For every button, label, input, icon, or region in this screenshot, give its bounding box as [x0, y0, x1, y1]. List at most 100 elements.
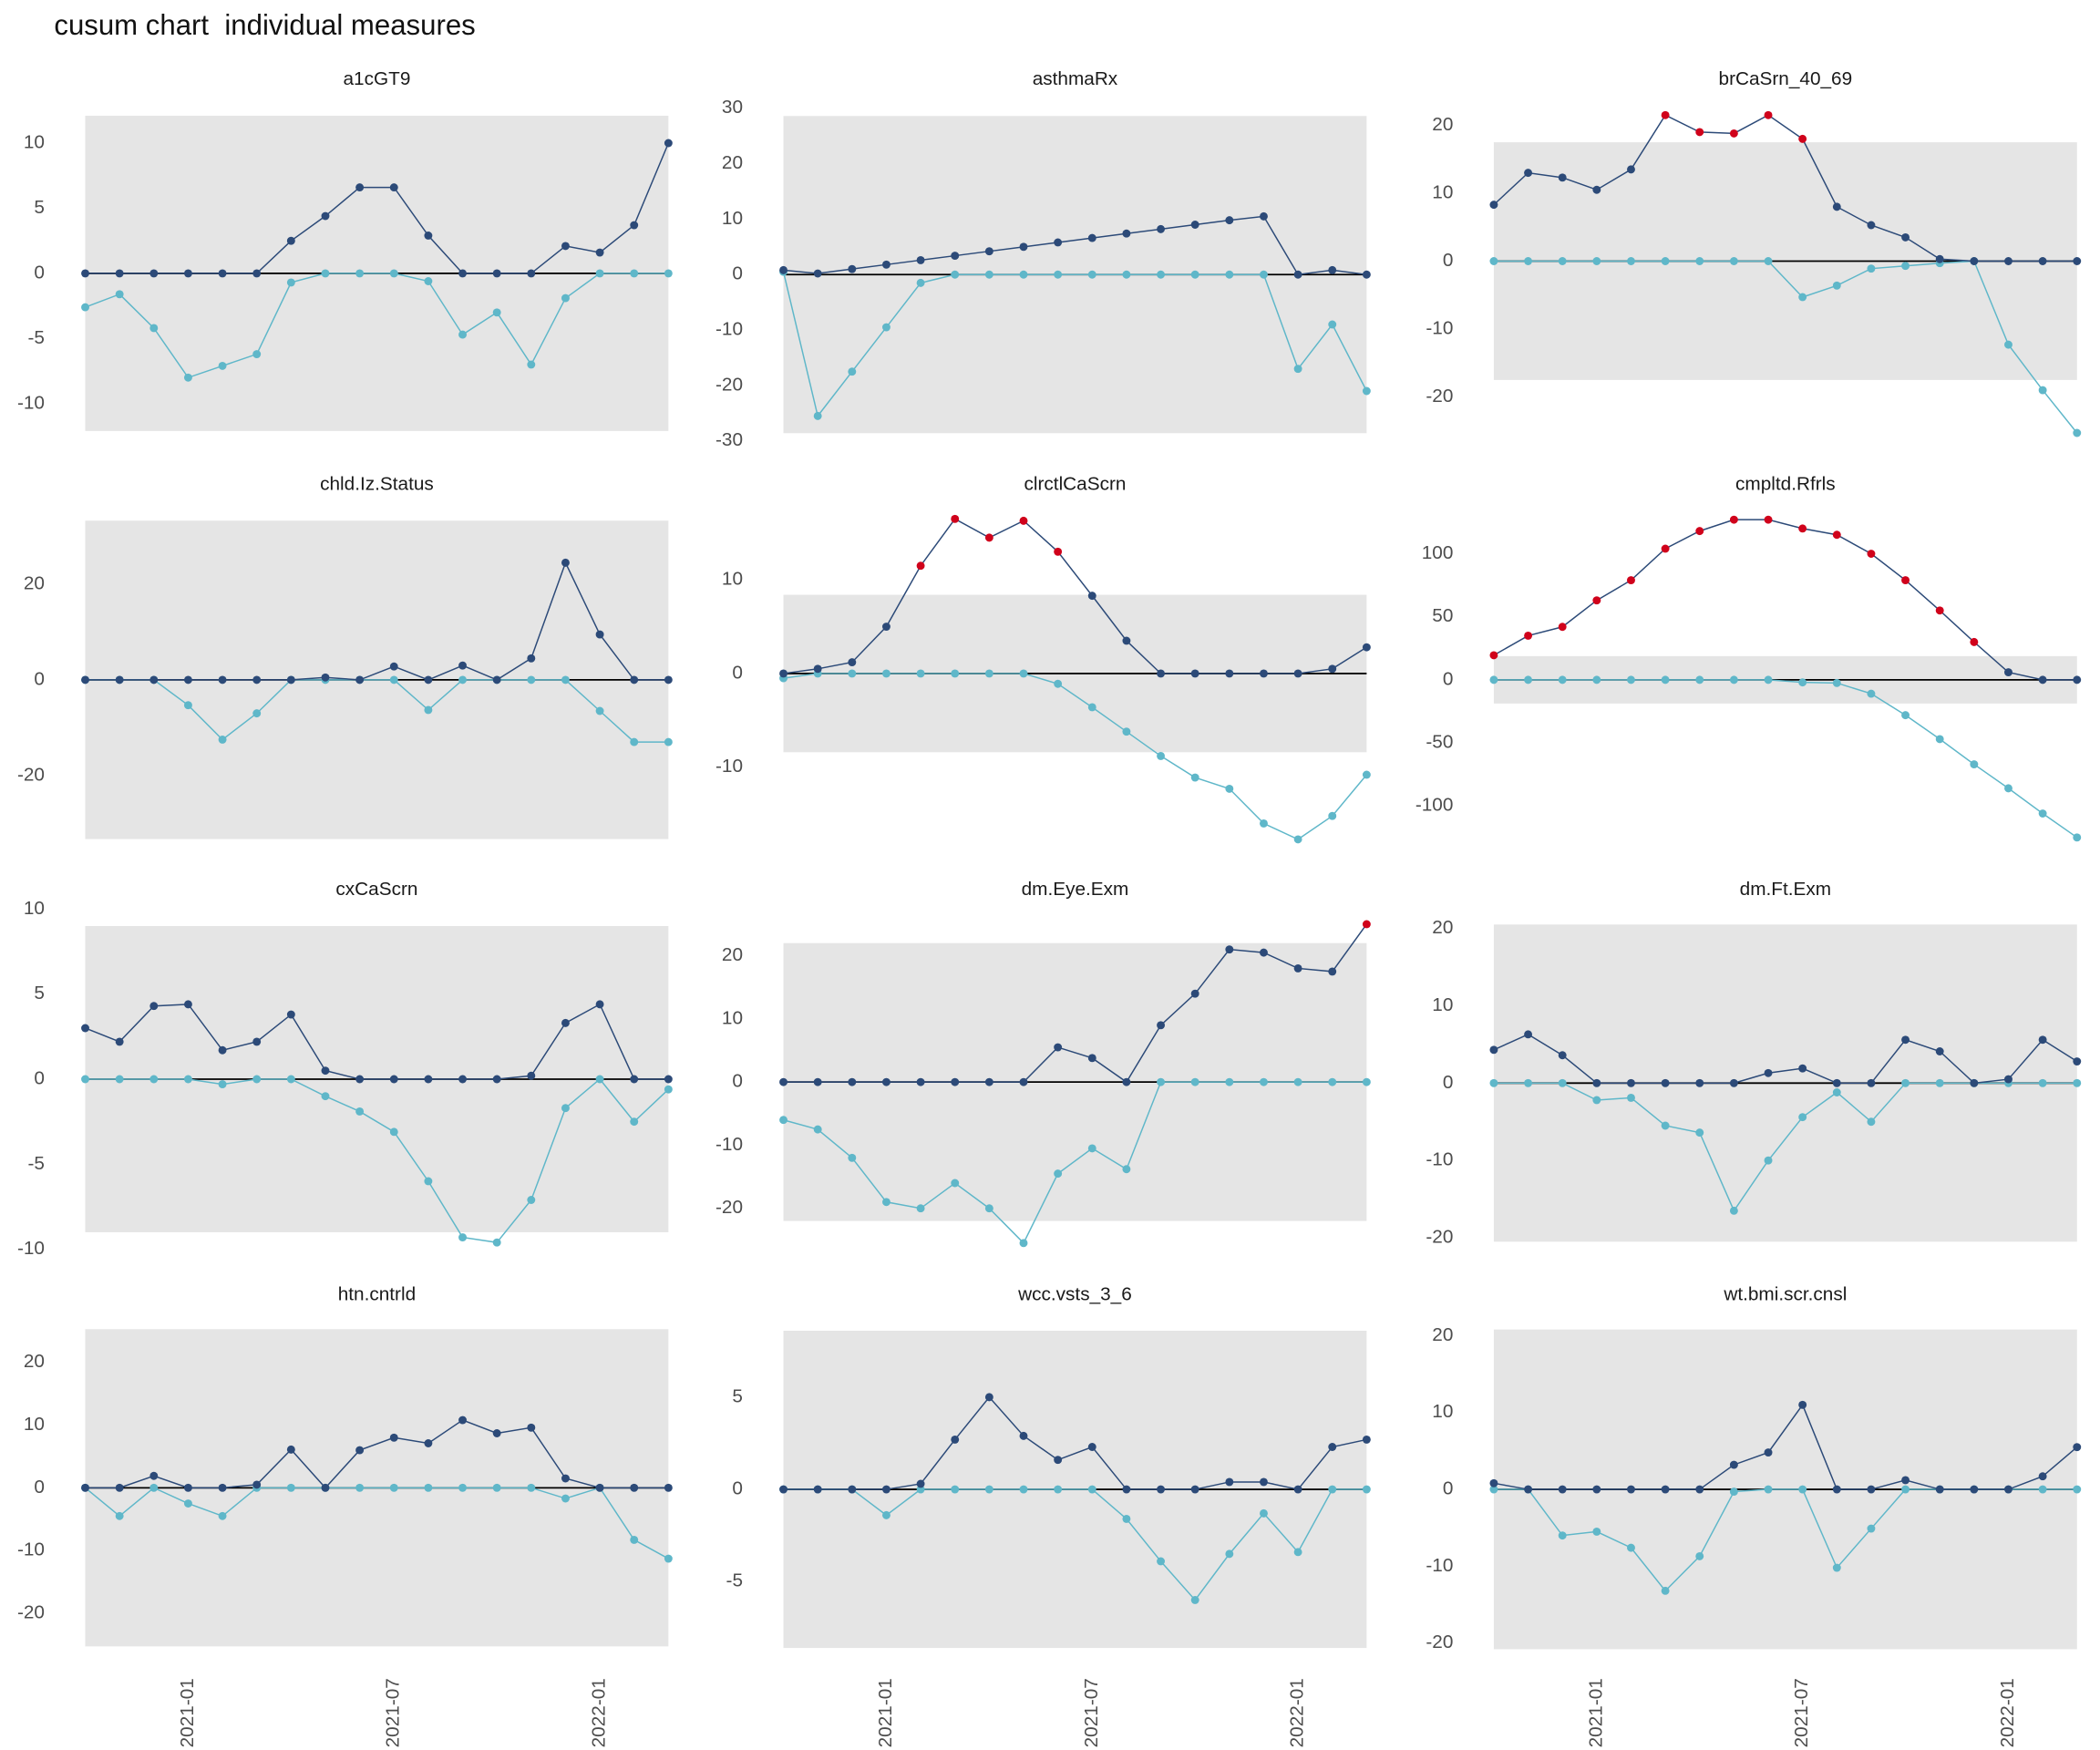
cusum-point [1122, 1514, 1131, 1523]
cusum-point [916, 669, 925, 678]
cusum-point [1157, 224, 1166, 233]
cusum-line [85, 1003, 669, 1080]
cusum-point [1627, 675, 1635, 685]
y-tick-label: 100 [1422, 542, 1454, 563]
cusum-point [1260, 818, 1268, 828]
cusum-point [1260, 211, 1268, 221]
cusum-point [389, 662, 398, 671]
cusum-point [1489, 257, 1498, 265]
cusum-point [527, 360, 536, 369]
cusum-point [1867, 1524, 1876, 1533]
y-tick-label: -30 [715, 429, 743, 450]
y-tick-label: 0 [1443, 1478, 1454, 1499]
panel-title: clrctlCaScrn [1024, 474, 1127, 495]
y-tick-label: -10 [715, 1134, 743, 1155]
cusum-point [1328, 811, 1337, 820]
cusum-point [183, 1075, 192, 1084]
cusum-point [664, 675, 673, 685]
cusum-point [1122, 270, 1131, 279]
cusum-point [1328, 967, 1337, 976]
cusum-point [951, 1179, 960, 1188]
cusum-line [783, 518, 1367, 674]
cusum-point [1293, 1485, 1302, 1494]
cusum-point [882, 623, 890, 631]
cusum-point [355, 1107, 365, 1116]
cusum-point [286, 236, 295, 245]
y-tick-label: -5 [28, 327, 45, 348]
cusum-point [630, 675, 639, 685]
cusum-point [1832, 530, 1841, 540]
y-tick-label: -10 [1426, 1555, 1453, 1576]
cusum-point [1558, 1531, 1567, 1540]
cusum-point [1489, 651, 1498, 660]
cusum-point [1293, 1548, 1302, 1557]
cusum-point [916, 1479, 925, 1488]
cusum-point [1901, 1035, 1910, 1045]
cusum-point [1764, 1068, 1773, 1077]
panel-title: chld.Iz.Status [320, 474, 434, 495]
cusum-point [1558, 173, 1567, 182]
cusum-point [1592, 1527, 1601, 1536]
cusum-point [1157, 1485, 1166, 1494]
cusum-point [984, 1393, 993, 1402]
cusum-point [882, 1510, 890, 1519]
y-tick-label: 0 [34, 1477, 45, 1498]
cusum-point [595, 630, 604, 639]
cusum-point [389, 1075, 398, 1084]
cusum-point [1970, 1485, 1979, 1494]
panel-title: wcc.vsts_3_6 [1017, 1284, 1132, 1305]
cusum-point [458, 330, 467, 339]
cusum-point [1362, 386, 1371, 396]
cusum-line [783, 1488, 1367, 1601]
y-tick-label: 10 [1432, 181, 1453, 202]
cusum-point [1157, 1557, 1166, 1566]
panel-title: brCaSrn_40_69 [1719, 68, 1853, 89]
cusum-point [951, 514, 960, 523]
cusum-point [1328, 1443, 1337, 1451]
cusum-line [85, 561, 669, 681]
cusum-point [492, 1075, 501, 1084]
cusum-point [1293, 835, 1302, 844]
cusum-point [2038, 675, 2047, 685]
cusum-point [779, 669, 788, 678]
cusum-point [916, 1077, 925, 1086]
cusum-point [1293, 964, 1302, 973]
panel-title: wt.bmi.scr.cnsl [1723, 1284, 1847, 1305]
y-tick-label: -5 [726, 1570, 743, 1591]
cusum-point [458, 1415, 467, 1425]
cusum-point [1558, 623, 1567, 632]
cusum-point [561, 1494, 570, 1503]
cusum-point [1798, 293, 1807, 302]
cusum-point [1019, 242, 1028, 252]
cusum-point [984, 669, 993, 678]
cusum-point [492, 269, 501, 278]
y-tick-label: 0 [732, 263, 743, 284]
cusum-point [492, 1483, 501, 1492]
cusum-point [389, 269, 398, 278]
y-tick-label: -10 [17, 1238, 45, 1259]
cusum-point [1122, 1165, 1131, 1174]
cusum-point [1087, 1144, 1096, 1153]
cusum-point [355, 1483, 365, 1492]
cusum-point [81, 1024, 89, 1033]
cusum-point [848, 1077, 857, 1086]
cusum-point [527, 1423, 536, 1432]
cusum-line [85, 1419, 669, 1489]
cusum-point [630, 1483, 639, 1492]
cusum-point [984, 270, 993, 279]
cusum-point [1627, 257, 1635, 265]
y-tick-label: -5 [28, 1153, 45, 1174]
cusum-point [1190, 989, 1199, 998]
y-tick-label: -10 [17, 392, 45, 413]
cusum-point [813, 269, 822, 278]
cusum-point [951, 1077, 960, 1086]
cusum-point [321, 673, 330, 682]
cusum-point [1695, 1485, 1704, 1494]
cusum-point [1524, 1485, 1533, 1494]
y-tick-label: 20 [722, 152, 743, 173]
cusum-point [355, 269, 365, 278]
y-tick-label: -10 [1426, 1149, 1453, 1170]
cusum-point [1627, 576, 1635, 585]
cusum-point [1695, 1551, 1704, 1560]
cusum-point [882, 1077, 890, 1086]
